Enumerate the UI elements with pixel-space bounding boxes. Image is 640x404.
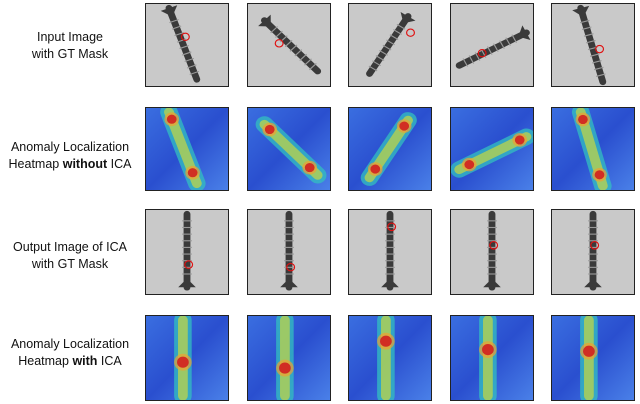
row-label-bold: with: [72, 354, 98, 368]
row-label-post: ICA: [107, 157, 132, 171]
row-label-line2: with GT Mask: [31, 47, 109, 61]
output-image: [145, 209, 229, 295]
heatmap-with-ica: [247, 315, 331, 401]
row-label-post: ICA: [97, 354, 122, 368]
heatmap-with-ica: [450, 315, 534, 401]
heatmap-without-ica: [348, 107, 432, 191]
input-image: [450, 3, 534, 87]
row-label-heatmap-without: Anomaly Localization Heatmap without ICA: [0, 139, 140, 173]
row-label-line1: Anomaly Localization: [10, 337, 130, 351]
row-label-line2: Heatmap without ICA: [0, 156, 140, 173]
row-label-line1: Input Image: [36, 30, 103, 44]
heatmap-without-ica: [247, 107, 331, 191]
output-image: [247, 209, 331, 295]
heatmap-with-ica: [551, 315, 635, 401]
input-image: [145, 3, 229, 87]
row-label-line1: Anomaly Localization: [10, 140, 130, 154]
heatmap-without-ica: [551, 107, 635, 191]
heatmap-with-ica: [348, 315, 432, 401]
output-image: [348, 209, 432, 295]
row-label-line1: Output Image of ICA: [13, 240, 127, 254]
output-image: [450, 209, 534, 295]
output-image: [551, 209, 635, 295]
heatmap-without-ica: [450, 107, 534, 191]
row-label-heatmap-with: Anomaly Localization Heatmap with ICA: [0, 336, 140, 370]
row-label-line2: with GT Mask: [31, 257, 109, 271]
input-image: [247, 3, 331, 87]
row-label-bold: without: [62, 157, 108, 171]
row-label-pre: Heatmap: [18, 354, 73, 368]
input-image: [551, 3, 635, 87]
heatmap-with-ica: [145, 315, 229, 401]
row-label-pre: Heatmap: [8, 157, 63, 171]
row-label-output: Output Image of ICA with GT Mask: [0, 239, 140, 273]
heatmap-without-ica: [145, 107, 229, 191]
row-label-line2: Heatmap with ICA: [0, 353, 140, 370]
row-label-input: Input Image with GT Mask: [0, 29, 140, 63]
input-image: [348, 3, 432, 87]
